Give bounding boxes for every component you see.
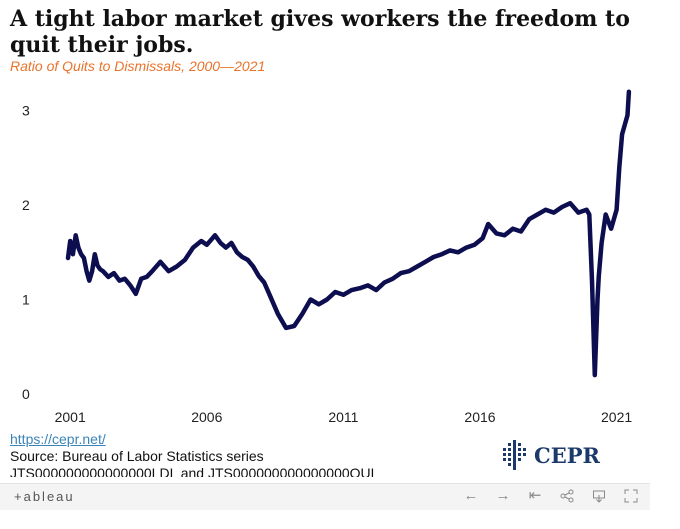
forward-icon[interactable]: → (495, 487, 511, 504)
cepr-logo-text: CEPR (534, 442, 600, 468)
tableau-brand[interactable]: +ableau (14, 489, 75, 504)
cepr-logo-icon (503, 440, 526, 470)
download-icon[interactable] (588, 487, 610, 505)
x-tick-label: 2006 (191, 409, 222, 425)
x-tick-label: 2011 (328, 409, 358, 425)
cepr-logo: CEPR (502, 438, 600, 472)
line-chart: 0 1 2 3 2001 2006 2011 2016 2021 (22, 89, 633, 425)
back-icon[interactable]: ← (463, 487, 479, 504)
x-tick-label: 2021 (601, 409, 632, 425)
first-icon[interactable]: ⇤ (528, 487, 542, 504)
x-axis-ticks: 2001 2006 2011 2016 2021 (55, 409, 633, 425)
source-note: Source: Bureau of Labor Statistics serie… (10, 448, 264, 464)
share-icon[interactable] (556, 487, 578, 505)
fullscreen-icon[interactable] (620, 487, 642, 505)
quits-dismissals-ratio-line (65, 89, 632, 378)
x-tick-label: 2001 (55, 409, 86, 425)
tableau-toolbar: +ableau ← → ⇤ (0, 483, 650, 510)
page-title: A tight labor market gives workers the f… (10, 6, 630, 58)
cepr-link[interactable]: https://cepr.net/ (10, 431, 106, 447)
y-tick-label: 1 (22, 292, 30, 308)
chart-subtitle: Ratio of Quits to Dismissals, 2000—2021 (10, 58, 266, 74)
y-axis-ticks: 0 1 2 3 (22, 103, 30, 402)
y-tick-label: 2 (22, 197, 30, 213)
y-tick-label: 0 (22, 386, 30, 402)
source-series-ids: JTS000000000000000LDL and JTS00000000000… (10, 465, 379, 477)
y-tick-label: 3 (22, 103, 30, 119)
x-tick-label: 2016 (464, 409, 495, 425)
